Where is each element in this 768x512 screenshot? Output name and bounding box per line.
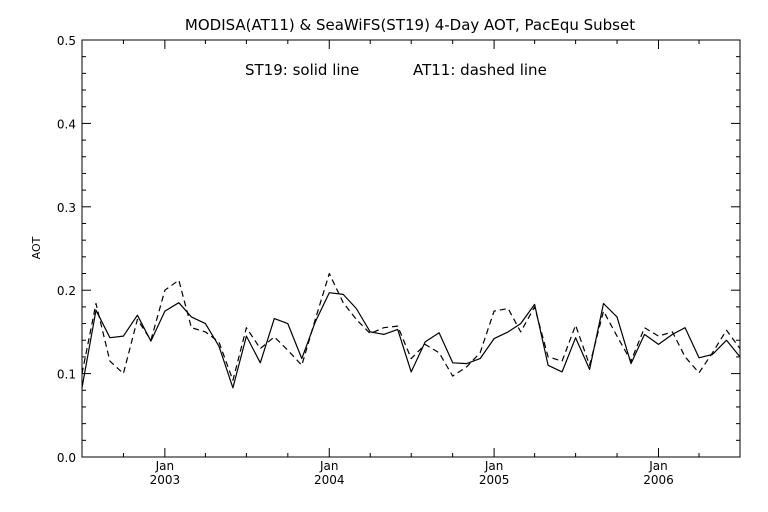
series-layer	[81, 272, 741, 389]
x-tick-year-1: 2004	[314, 473, 345, 487]
y-tick-label-3: 0.3	[57, 201, 76, 215]
y-tick-label-4: 0.4	[57, 117, 76, 131]
x-tick-month-1: Jan	[319, 459, 339, 473]
x-tick-year-2: 2005	[479, 473, 510, 487]
legend-at11-note: AT11: dashed line	[413, 61, 547, 79]
y-axis-label: AOT	[30, 236, 43, 259]
x-tick-month-3: Jan	[648, 459, 668, 473]
series-line-at11	[81, 272, 741, 381]
y-axis: 0.0 0.1 0.2 0.3 0.4 0.5	[57, 34, 740, 465]
y-tick-label-2: 0.2	[57, 284, 76, 298]
y-tick-label-1: 0.1	[57, 368, 76, 382]
x-tick-year-3: 2006	[643, 473, 674, 487]
plot-frame	[81, 39, 741, 458]
x-tick-month-2: Jan	[484, 459, 504, 473]
x-tick-year-0: 2003	[150, 473, 181, 487]
chart-title: MODISA(AT11) & SeaWiFS(ST19) 4-Day AOT, …	[185, 16, 635, 34]
x-tick-month-0: Jan	[155, 459, 175, 473]
y-tick-label-5: 0.5	[57, 34, 76, 48]
y-tick-label-0: 0.0	[57, 451, 76, 465]
series-line-st19	[81, 292, 741, 389]
legend-st19-note: ST19: solid line	[245, 61, 359, 79]
